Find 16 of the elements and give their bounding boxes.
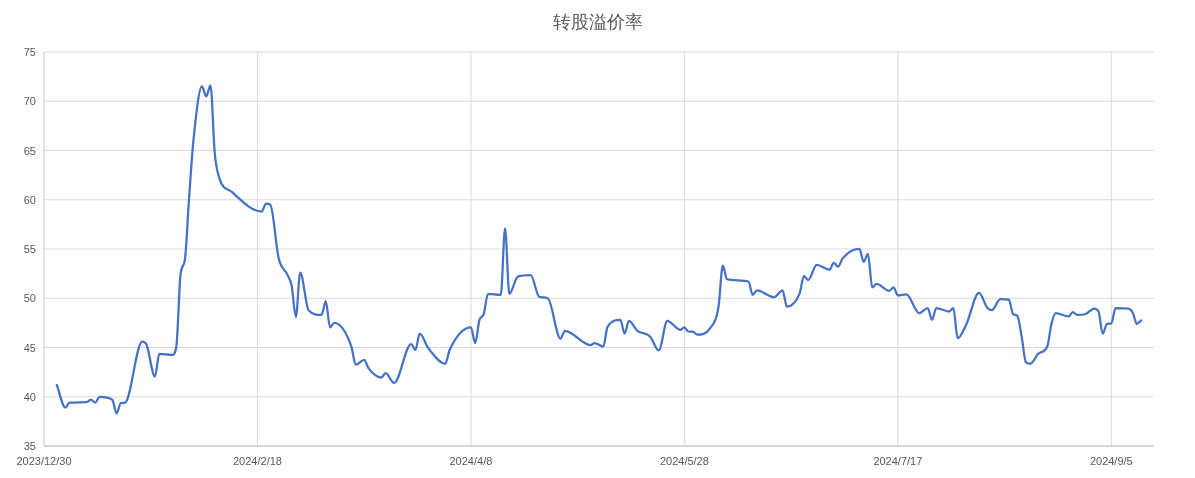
chart-title: 转股溢价率 <box>552 12 643 32</box>
y-tick-label: 35 <box>23 440 36 452</box>
y-tick-label: 60 <box>23 193 36 206</box>
x-tick-label: 2024/2/18 <box>232 455 282 467</box>
x-tick-label: 2024/7/17 <box>873 455 923 467</box>
x-tick-label: 2023/12/30 <box>16 455 72 467</box>
y-tick-label: 65 <box>23 144 36 157</box>
y-tick-label: 40 <box>23 390 36 403</box>
x-tick-label: 2024/4/8 <box>449 455 493 467</box>
y-tick-label: 50 <box>23 292 36 305</box>
y-tick-label: 70 <box>23 95 36 108</box>
y-tick-label: 45 <box>23 341 36 354</box>
x-tick-label: 2024/5/28 <box>659 455 709 467</box>
y-tick-label: 75 <box>23 46 36 58</box>
x-tick-label: 2024/9/5 <box>1089 455 1133 467</box>
y-tick-label: 55 <box>23 243 36 255</box>
